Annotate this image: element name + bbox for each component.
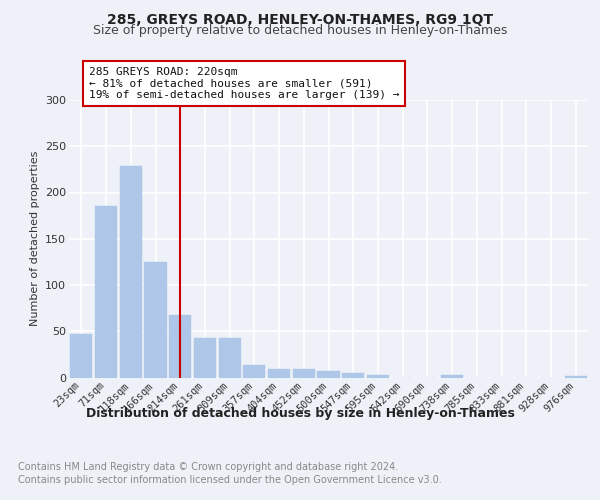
Text: 285, GREYS ROAD, HENLEY-ON-THAMES, RG9 1QT: 285, GREYS ROAD, HENLEY-ON-THAMES, RG9 1… bbox=[107, 12, 493, 26]
Bar bbox=[95, 206, 117, 378]
Y-axis label: Number of detached properties: Number of detached properties bbox=[29, 151, 40, 326]
Bar bbox=[565, 376, 587, 378]
Bar bbox=[367, 374, 389, 378]
Text: Size of property relative to detached houses in Henley-on-Thames: Size of property relative to detached ho… bbox=[93, 24, 507, 37]
Bar bbox=[169, 314, 191, 378]
Bar bbox=[194, 338, 216, 378]
Bar bbox=[119, 166, 142, 378]
Bar bbox=[441, 374, 463, 378]
Bar bbox=[317, 371, 340, 378]
Bar bbox=[70, 334, 92, 378]
Bar bbox=[218, 338, 241, 378]
Bar bbox=[342, 373, 364, 378]
Text: Distribution of detached houses by size in Henley-on-Thames: Distribution of detached houses by size … bbox=[86, 408, 514, 420]
Text: 285 GREYS ROAD: 220sqm
← 81% of detached houses are smaller (591)
19% of semi-de: 285 GREYS ROAD: 220sqm ← 81% of detached… bbox=[89, 67, 399, 100]
Bar bbox=[268, 369, 290, 378]
Text: Contains public sector information licensed under the Open Government Licence v3: Contains public sector information licen… bbox=[18, 475, 442, 485]
Bar bbox=[145, 262, 167, 378]
Bar bbox=[243, 364, 265, 378]
Text: Contains HM Land Registry data © Crown copyright and database right 2024.: Contains HM Land Registry data © Crown c… bbox=[18, 462, 398, 472]
Bar bbox=[293, 369, 315, 378]
